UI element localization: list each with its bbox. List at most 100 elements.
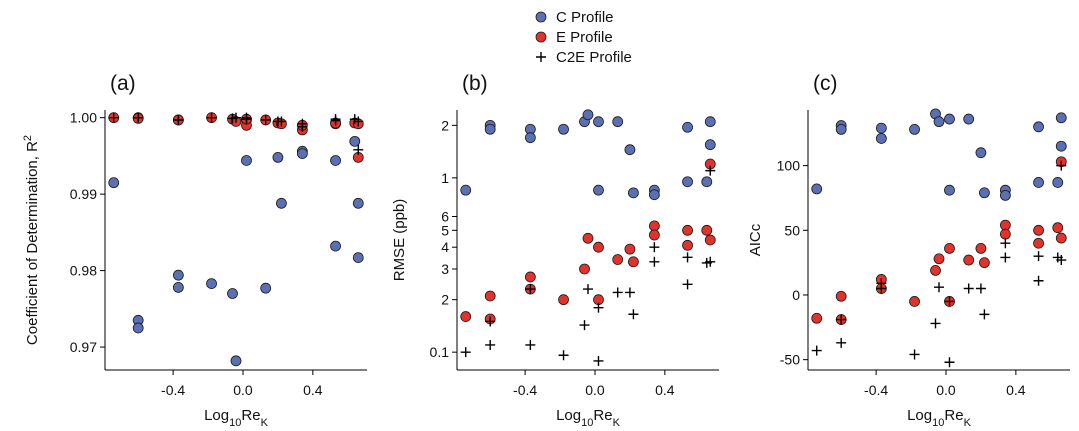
x-tick-label: -0.4 <box>513 382 537 398</box>
point <box>836 314 847 325</box>
point <box>1055 112 1067 124</box>
x-axis-label-part: Re <box>593 407 612 424</box>
x-axis-label-part: 10 <box>581 417 593 429</box>
point <box>975 147 987 159</box>
point <box>933 116 945 128</box>
point <box>206 278 217 289</box>
point <box>975 243 987 254</box>
point <box>352 252 364 263</box>
point <box>1000 252 1011 263</box>
y-tick-label: 0.1 <box>430 344 450 360</box>
y-tick-label: 6 <box>441 209 449 225</box>
point <box>1033 224 1044 236</box>
point <box>648 189 660 201</box>
panel-title: (c) <box>813 72 838 95</box>
point <box>909 296 920 307</box>
point <box>628 309 639 320</box>
point <box>682 239 693 251</box>
point <box>352 197 364 209</box>
point <box>1055 140 1067 152</box>
point <box>525 339 536 350</box>
point <box>231 112 241 123</box>
point <box>944 113 955 125</box>
point <box>682 121 693 133</box>
point <box>909 124 920 135</box>
point <box>682 252 693 263</box>
point <box>963 113 975 125</box>
point <box>1056 160 1067 171</box>
point <box>682 176 693 188</box>
point <box>612 287 623 298</box>
y-tick-label: 2 <box>441 117 449 133</box>
point <box>296 148 308 159</box>
y-axis-label-part: AICc <box>747 223 764 256</box>
x-tick-label: 0.0 <box>233 382 253 398</box>
x-axis-label-part: Log <box>556 407 581 424</box>
y-axis-label-part: Coefficient of Determination, R <box>24 141 41 345</box>
point <box>330 114 341 125</box>
x-axis-label: Log10ReK <box>907 407 971 429</box>
panel-title: (b) <box>462 72 488 95</box>
x-axis-label-part: 10 <box>229 417 241 429</box>
point <box>836 337 847 348</box>
x-axis-label-part: Log <box>204 407 229 424</box>
x-axis-label-part: Re <box>241 407 260 424</box>
point <box>612 116 624 128</box>
point <box>172 282 184 293</box>
point <box>524 132 536 144</box>
point <box>1033 275 1044 286</box>
point <box>612 254 624 265</box>
point <box>593 184 604 196</box>
point <box>276 116 287 127</box>
point <box>593 302 604 313</box>
point <box>811 183 823 195</box>
point <box>276 197 287 209</box>
y-tick-label: 0.97 <box>70 339 97 355</box>
point <box>701 176 713 188</box>
point <box>582 232 594 244</box>
legend-label: C Profile <box>556 9 614 26</box>
point <box>132 322 144 334</box>
y-tick-label: 0.98 <box>70 263 97 279</box>
point <box>579 320 590 331</box>
point <box>593 355 604 366</box>
panel: (b) 0.1 2 3 456 1 2 -0.4 0.0 0.4 Log10ReK RMSE (ppb… <box>391 72 719 429</box>
point <box>349 135 361 147</box>
y-tick-label: 2 <box>441 292 449 308</box>
y-axis-label-part: 2 <box>22 135 34 141</box>
point <box>682 279 693 290</box>
point <box>133 112 144 123</box>
y-tick-label: 3 <box>441 261 449 277</box>
point <box>525 284 536 295</box>
y-axis-label: RMSE (ppb) <box>391 199 408 282</box>
y-axis-label-part: RMSE (ppb) <box>391 199 408 282</box>
point <box>173 114 184 125</box>
point <box>260 114 271 125</box>
point <box>930 318 941 329</box>
x-axis-label: Log10ReK <box>204 407 268 429</box>
point <box>875 133 887 144</box>
point <box>648 229 660 241</box>
point <box>648 220 660 232</box>
point <box>241 114 252 125</box>
point <box>944 184 955 196</box>
point <box>628 187 639 199</box>
point <box>485 339 496 350</box>
point <box>1055 232 1067 244</box>
point <box>835 124 847 135</box>
point <box>1033 251 1044 262</box>
point <box>909 349 920 360</box>
point <box>1052 177 1064 188</box>
x-axis-label-part: K <box>261 417 269 429</box>
point <box>811 312 823 324</box>
point <box>624 287 635 298</box>
x-axis-label-part: Re <box>944 407 963 424</box>
x-axis-label-part: K <box>964 417 972 429</box>
point <box>811 345 822 356</box>
point <box>172 269 184 281</box>
point <box>484 290 496 302</box>
point <box>979 257 990 269</box>
point <box>524 271 536 283</box>
x-axis-label-part: Log <box>907 407 932 424</box>
y-tick-label: 5 <box>441 222 449 238</box>
